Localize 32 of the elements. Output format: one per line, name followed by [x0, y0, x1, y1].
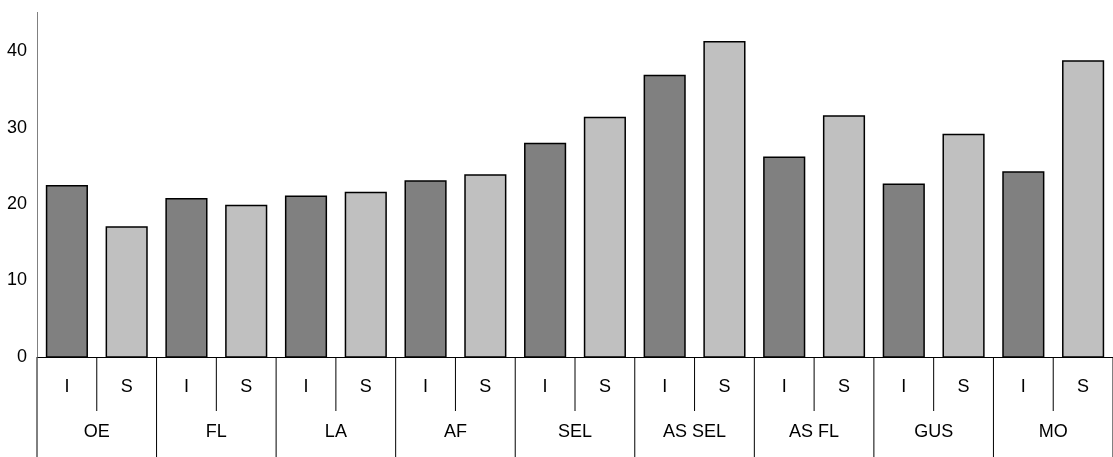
text: S	[359, 375, 372, 396]
y-tick-label: 10	[6, 269, 27, 290]
text: S	[479, 375, 492, 396]
text: I	[542, 375, 548, 396]
x-tick-label: GUS	[914, 420, 954, 441]
x-tick-label: FL	[205, 420, 227, 441]
text: I	[901, 375, 907, 396]
text: S	[1077, 375, 1090, 396]
series-label: I	[64, 375, 70, 396]
text: I	[303, 375, 309, 396]
x-tick-label: AF	[443, 420, 467, 441]
x-tick-label: AS SEL	[663, 420, 727, 441]
series-label: S	[120, 375, 133, 396]
text: I	[781, 375, 787, 396]
y-tick-label: 40	[6, 40, 27, 61]
x-tick-label: MO	[1038, 420, 1068, 441]
text: I	[1020, 375, 1026, 396]
x-tick-label: AS FL	[789, 420, 840, 441]
y-tick-label: 0	[16, 345, 27, 366]
text: S	[718, 375, 731, 396]
x-tick-label: SEL	[557, 420, 593, 441]
text: I	[423, 375, 429, 396]
text: S	[240, 375, 253, 396]
text: S	[837, 375, 851, 396]
x-tick-label: OE	[83, 420, 110, 441]
text: S	[957, 375, 970, 396]
x-tick-label: LA	[324, 420, 347, 441]
y-tick-label: 30	[6, 116, 27, 137]
text: I	[662, 375, 668, 396]
y-tick-label: 20	[6, 192, 27, 213]
text: S	[598, 375, 611, 396]
text: I	[183, 375, 189, 396]
